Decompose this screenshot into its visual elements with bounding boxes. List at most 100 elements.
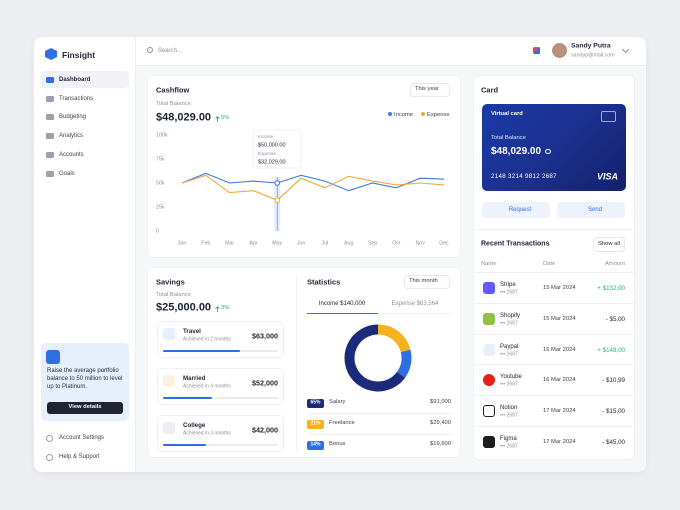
up-arrow bbox=[215, 306, 220, 312]
nav-label: Budgeting bbox=[59, 114, 87, 121]
legend-label: Income bbox=[394, 112, 413, 118]
transaction-date: 15 Mar 2024 bbox=[543, 315, 576, 322]
y-tick-label: 50k bbox=[156, 180, 165, 186]
promo-button-label: View details bbox=[68, 404, 102, 411]
progress-fill bbox=[163, 444, 206, 446]
card-title: Savings bbox=[156, 277, 185, 287]
row-divider bbox=[307, 434, 451, 435]
promo-close[interactable] bbox=[117, 351, 122, 356]
logo-icon bbox=[45, 48, 57, 60]
merchant-logo bbox=[483, 436, 495, 448]
panel-divider bbox=[474, 229, 634, 230]
balance-change: 5% bbox=[221, 115, 230, 122]
goal-icon bbox=[163, 422, 175, 434]
saving-goal bbox=[157, 415, 284, 452]
user-name: Sandy Putra bbox=[571, 42, 611, 50]
legend-badge bbox=[307, 398, 324, 408]
dropdown-label: This month bbox=[409, 278, 438, 285]
goal-note: Achieved in 2 months bbox=[183, 336, 231, 343]
merchant-logo bbox=[483, 312, 495, 325]
card-action-button[interactable] bbox=[557, 202, 625, 218]
show-all-label: Show all bbox=[598, 240, 620, 247]
visibility-icon[interactable] bbox=[545, 149, 551, 154]
merchant-name: Shopify bbox=[500, 312, 521, 319]
nav-icon bbox=[46, 151, 54, 158]
transaction-date: 16 Mar 2024 bbox=[543, 377, 576, 384]
transaction-date: 16 Mar 2024 bbox=[543, 346, 576, 353]
x-tick-label: Jul bbox=[322, 240, 329, 246]
balance-value: $25,000.00 bbox=[156, 301, 212, 314]
x-tick-label: Apr bbox=[249, 240, 257, 246]
footer-icon bbox=[46, 453, 53, 461]
merchant-logo bbox=[483, 405, 495, 418]
goal-name: College bbox=[183, 421, 206, 429]
nav-icon bbox=[46, 114, 54, 121]
nav-item[interactable] bbox=[41, 165, 129, 182]
series-line bbox=[181, 172, 445, 192]
balance-change: 3% bbox=[221, 305, 230, 312]
series-line bbox=[181, 174, 445, 201]
card-title: Cashflow bbox=[156, 85, 190, 95]
row-divider bbox=[307, 413, 451, 414]
goal-amount: $52,000 bbox=[252, 378, 278, 388]
legend-percent: 21% bbox=[310, 420, 321, 427]
merchant-account: ••• 2687 bbox=[500, 443, 518, 450]
x-tick-label: Feb bbox=[201, 240, 210, 246]
virtual-card bbox=[482, 104, 626, 191]
merchant-name: Figma bbox=[500, 436, 517, 442]
merchant-account: ••• 2687 bbox=[500, 289, 518, 296]
row-divider bbox=[474, 395, 634, 397]
card-action-button[interactable] bbox=[482, 202, 550, 218]
show-all-button[interactable] bbox=[593, 237, 625, 252]
nav-active-bg bbox=[41, 71, 129, 88]
tab-label: Expense $63,564 bbox=[391, 300, 439, 307]
goal-amount: $63,000 bbox=[252, 331, 278, 341]
cashflow-card bbox=[147, 75, 461, 258]
nav-item[interactable] bbox=[41, 146, 129, 163]
legend-amount: $91,000 bbox=[430, 399, 451, 406]
nav-icon bbox=[46, 77, 54, 83]
nav-item[interactable] bbox=[41, 127, 129, 144]
merchant-logo bbox=[483, 343, 495, 356]
row-divider bbox=[474, 333, 634, 335]
transaction-amount: - $10,99 bbox=[602, 377, 625, 385]
app-switch-icon[interactable] bbox=[533, 47, 540, 54]
progress-track bbox=[163, 397, 278, 399]
card-brand: VISA bbox=[596, 171, 618, 182]
search-icon bbox=[147, 47, 153, 53]
merchant-logo bbox=[483, 282, 495, 294]
legend-name: Bonus bbox=[329, 441, 346, 448]
legend-percent: 14% bbox=[310, 441, 321, 448]
x-tick-label: Oct bbox=[392, 240, 401, 246]
promo-icon bbox=[46, 350, 60, 364]
promo-text: Raise the average portfolio balance to 5… bbox=[47, 368, 123, 390]
period-dropdown[interactable] bbox=[404, 275, 450, 289]
tab-baseline bbox=[307, 313, 451, 314]
x-tick-label: Nov bbox=[415, 240, 425, 246]
card-action-label: Request bbox=[508, 207, 532, 213]
promo-button[interactable] bbox=[47, 402, 123, 414]
goal-note: Achieved in 3 months bbox=[183, 430, 231, 437]
donut-segment bbox=[344, 324, 406, 392]
tooltip-label: Income bbox=[258, 134, 274, 139]
card-balance: $48,029.00 bbox=[491, 146, 542, 157]
x-tick-label: Sep bbox=[368, 240, 377, 246]
x-tick-label: Jan bbox=[178, 240, 187, 246]
x-tick-label: Aug bbox=[344, 240, 353, 246]
dropdown-label: This year bbox=[415, 86, 439, 93]
balance-value: $48,029.00 bbox=[156, 111, 212, 124]
transaction-date: 17 Mar 2024 bbox=[543, 439, 576, 446]
merchant-account: ••• 2687 bbox=[500, 320, 518, 327]
goal-amount: $42,000 bbox=[252, 425, 278, 435]
saving-goal bbox=[157, 321, 284, 358]
legend-swatch bbox=[421, 112, 425, 116]
nav-icon bbox=[46, 95, 54, 102]
legend-percent: 65% bbox=[310, 399, 321, 406]
tab-active-underline bbox=[307, 312, 378, 314]
period-dropdown[interactable] bbox=[410, 83, 450, 97]
donut-segment bbox=[396, 349, 412, 378]
transaction-date: 15 Mar 2024 bbox=[543, 285, 576, 292]
merchant-account: ••• 2687 bbox=[500, 412, 518, 419]
nav-icon bbox=[46, 133, 54, 140]
